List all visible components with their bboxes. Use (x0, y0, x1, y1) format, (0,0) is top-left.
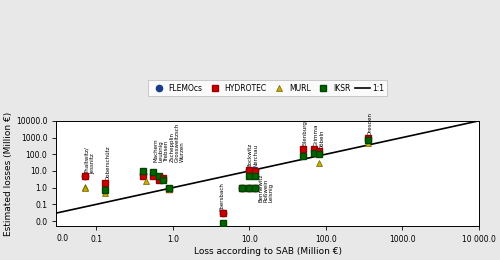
Text: Machern
Leubnig
Trebsen
Zschepplin
Grossweitzsch
Wurzen: Machern Leubnig Trebsen Zschepplin Gross… (153, 122, 185, 162)
Text: Dresden: Dresden (368, 112, 372, 135)
Text: Thaltwitz/
Jessnitz: Thaltwitz/ Jessnitz (84, 147, 95, 173)
Text: 0.0: 0.0 (56, 235, 68, 243)
Text: Grimma: Grimma (314, 124, 319, 146)
Text: Doberschütz: Doberschütz (105, 145, 110, 180)
Text: Döbeln: Döbeln (320, 130, 324, 149)
Legend: FLEMOcs, HYDROTEC, MURL, IKSR, 1:1: FLEMOcs, HYDROTEC, MURL, IKSR, 1:1 (148, 80, 388, 96)
Text: Eilenburg: Eilenburg (303, 120, 308, 146)
Text: Ebersbach: Ebersbach (219, 182, 224, 211)
Y-axis label: Estimated losses (Million €): Estimated losses (Million €) (4, 111, 13, 236)
Text: Bennewitz
Roßwein
Leisnig: Bennewitz Roßwein Leisnig (258, 174, 274, 202)
X-axis label: Loss according to SAB (Million €): Loss according to SAB (Million €) (194, 247, 342, 256)
Text: Bockwitz
Nerchau: Bockwitz Nerchau (248, 142, 258, 167)
